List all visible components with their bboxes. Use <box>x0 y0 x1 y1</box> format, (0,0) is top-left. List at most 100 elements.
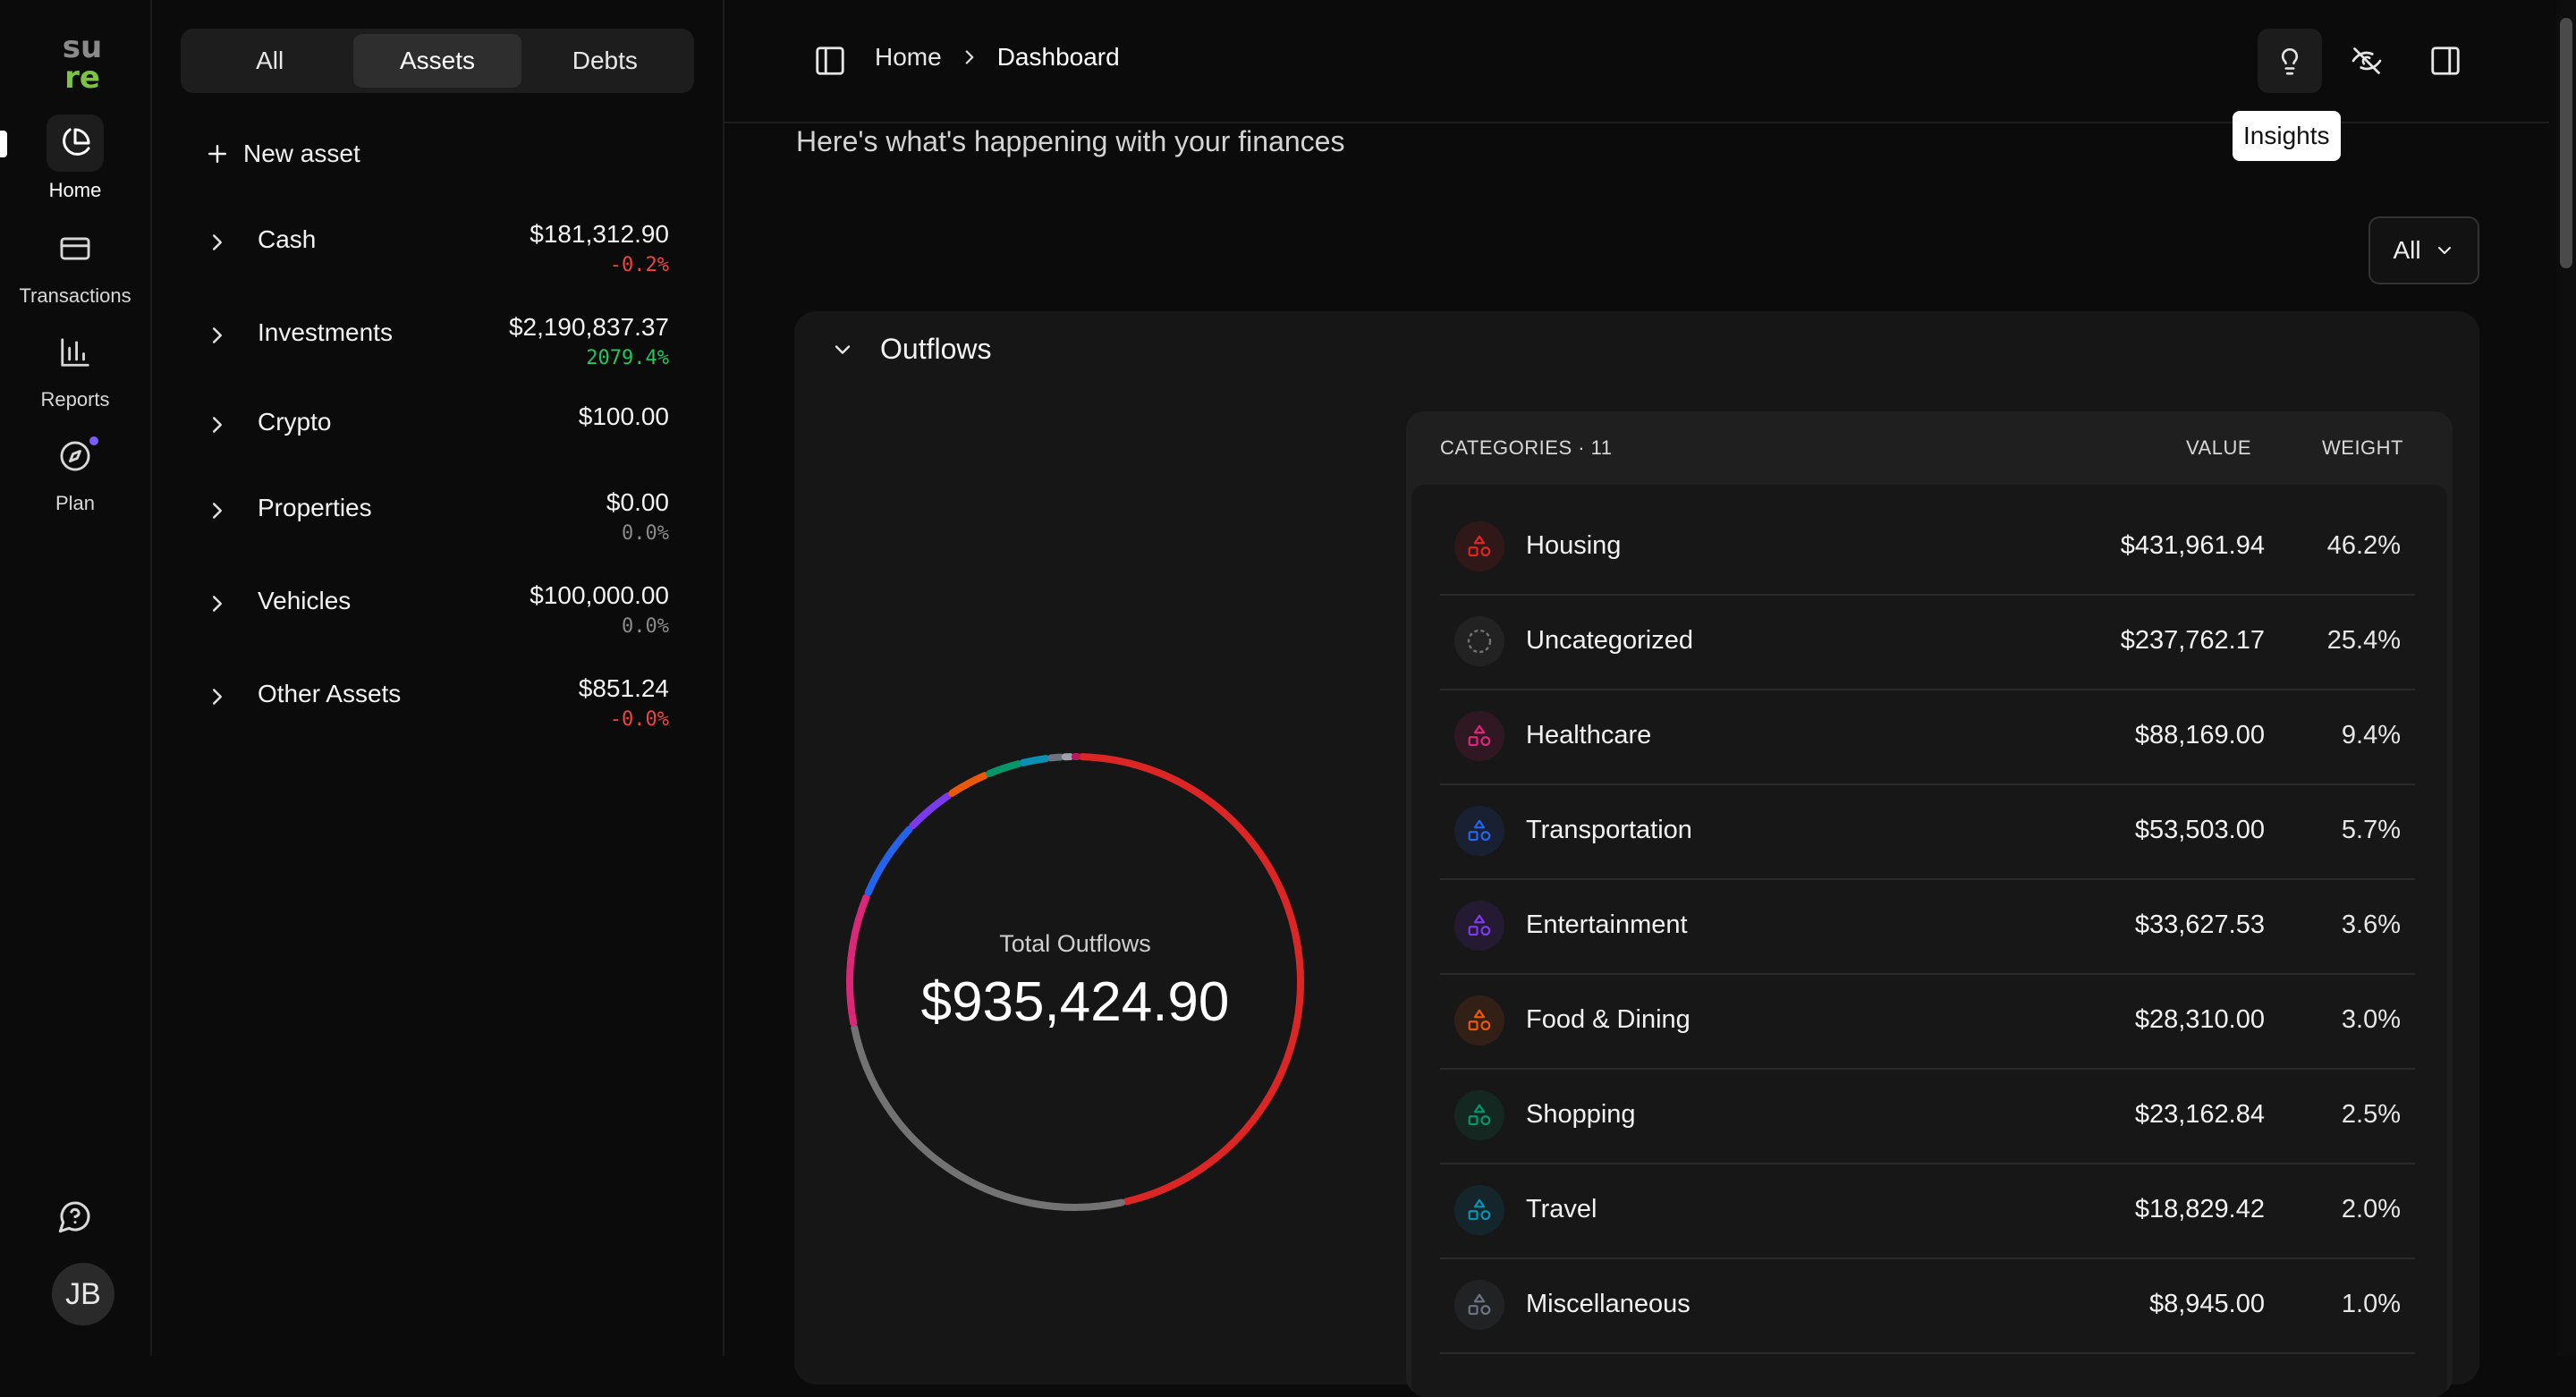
chevron-right-icon <box>204 322 231 349</box>
categories-table-body: Housing $431,961.94 46.2% Uncategorized$237… <box>1411 485 2447 1397</box>
account-group-cash[interactable]: Cash $181,312.90 -0.2% <box>204 220 669 274</box>
account-group-vehicles[interactable]: Vehicles $100,000.00 0.0% <box>204 581 669 635</box>
compass-icon <box>47 428 104 485</box>
account-group-name: Investments <box>258 318 393 347</box>
category-value: $53,503.00 <box>2135 816 2265 845</box>
nav-reports[interactable]: Reports <box>0 324 150 411</box>
category-name: Miscellaneous <box>1526 1290 1690 1319</box>
tab-debts[interactable]: Debts <box>521 34 689 88</box>
nav-plan-label: Plan <box>0 492 150 515</box>
category-name: Transportation <box>1526 816 1692 845</box>
insights-tooltip: Insights <box>2233 111 2341 161</box>
account-group-name: Properties <box>258 494 372 522</box>
nav-transactions-label: Transactions <box>0 284 150 308</box>
credit-card-icon <box>47 220 104 277</box>
account-group-properties[interactable]: Properties $0.00 0.0% <box>204 488 669 542</box>
chevron-down-icon <box>2434 240 2455 261</box>
categories-table: CATEGORIES · 11 VALUE WEIGHT Housing $431… <box>1406 411 2453 1395</box>
column-header-value: VALUE <box>2186 436 2251 460</box>
help-circle-icon <box>57 1198 93 1234</box>
shapes-icon <box>1454 521 1504 572</box>
breadcrumb: Home Dashboard <box>875 43 1120 72</box>
help-button[interactable] <box>54 1195 97 1238</box>
outflows-header[interactable]: Outflows <box>830 333 991 366</box>
account-group-name: Cash <box>258 225 316 254</box>
privacy-toggle-button[interactable] <box>2334 29 2399 93</box>
account-group-name: Vehicles <box>258 587 351 615</box>
category-weight: 1.0% <box>2342 1290 2401 1319</box>
nav-reports-label: Reports <box>0 388 150 411</box>
account-group-change: -0.0% <box>610 708 669 731</box>
nav-home[interactable]: Home <box>0 114 150 202</box>
eye-off-icon <box>2351 45 2383 77</box>
account-group-other-assets[interactable]: Other Assets $851.24 -0.0% <box>204 674 669 728</box>
top-bar: Home Dashboard <box>724 0 2549 123</box>
account-group-investments[interactable]: Investments $2,190,837.37 2079.4% <box>204 313 669 367</box>
account-group-change: 0.0% <box>622 615 669 638</box>
user-avatar[interactable]: JB <box>52 1263 114 1325</box>
account-group-change: 0.0% <box>622 522 669 545</box>
account-group-crypto[interactable]: Crypto $100.00 <box>204 402 669 456</box>
category-value: $23,162.84 <box>2135 1100 2265 1130</box>
category-value: $28,310.00 <box>2135 1005 2265 1035</box>
tab-assets[interactable]: Assets <box>353 34 521 88</box>
period-select[interactable]: All <box>2368 216 2479 284</box>
category-name: Entertainment <box>1526 910 1688 940</box>
chevron-right-icon <box>204 497 231 524</box>
sure-logo[interactable]: su re <box>50 30 114 91</box>
category-weight: 2.0% <box>2342 1195 2401 1224</box>
shapes-icon <box>1454 1090 1504 1140</box>
breadcrumb-home[interactable]: Home <box>875 43 942 72</box>
panel-right-icon <box>2428 44 2462 78</box>
new-asset-label: New asset <box>243 140 360 168</box>
nav-transactions[interactable]: Transactions <box>0 220 150 308</box>
pie-chart-icon <box>47 114 104 172</box>
category-name: Housing <box>1526 531 1621 561</box>
category-row[interactable]: Housing $431,961.94 46.2% <box>1440 499 2415 596</box>
category-weight: 46.2% <box>2327 531 2401 561</box>
category-name: Healthcare <box>1526 721 1651 750</box>
category-name: Shopping <box>1526 1100 1636 1130</box>
panel-left-icon <box>813 44 847 78</box>
nav-home-label: Home <box>0 179 150 202</box>
shapes-icon <box>1454 711 1504 761</box>
nav-plan[interactable]: Plan <box>0 428 150 515</box>
chevron-right-icon <box>204 683 231 710</box>
insights-button[interactable] <box>2258 29 2322 93</box>
chevron-right-icon <box>204 229 231 256</box>
outflows-card: Outflows Total Outflows $935,424.90 CATE… <box>794 311 2479 1384</box>
toggle-sidebar-button[interactable] <box>810 41 850 80</box>
scrollbar-thumb[interactable] <box>2560 18 2572 268</box>
main-content: Home Dashboard Insights Here's what's ha… <box>724 0 2549 1356</box>
category-name: Travel <box>1526 1195 1597 1224</box>
toggle-right-panel-button[interactable] <box>2413 29 2478 93</box>
new-asset-button[interactable]: New asset <box>204 136 360 172</box>
account-group-amount: $100.00 <box>579 402 669 431</box>
account-group-name: Other Assets <box>258 680 401 708</box>
shapes-icon <box>1454 901 1504 951</box>
chevron-right-icon <box>204 590 231 617</box>
categories-table-header: CATEGORIES · 11 VALUE WEIGHT <box>1406 411 2453 483</box>
shapes-icon <box>1454 995 1504 1046</box>
page-subtitle: Here's what's happening with your financ… <box>796 125 1344 158</box>
donut-center: Total Outflows $935,424.90 <box>843 749 1308 1215</box>
page-scrollbar[interactable] <box>2556 0 2576 1356</box>
category-value: $237,762.17 <box>2121 626 2265 656</box>
chevron-right-icon <box>204 411 231 438</box>
category-value: $431,961.94 <box>2121 531 2265 561</box>
chevron-right-icon <box>958 46 981 69</box>
column-header-weight: WEIGHT <box>2322 436 2403 460</box>
shapes-icon <box>1454 1185 1504 1235</box>
svg-text:re: re <box>64 60 100 91</box>
account-type-tabs: All Assets Debts <box>181 29 694 93</box>
account-group-amount: $100,000.00 <box>530 581 669 610</box>
tab-all[interactable]: All <box>186 34 353 88</box>
